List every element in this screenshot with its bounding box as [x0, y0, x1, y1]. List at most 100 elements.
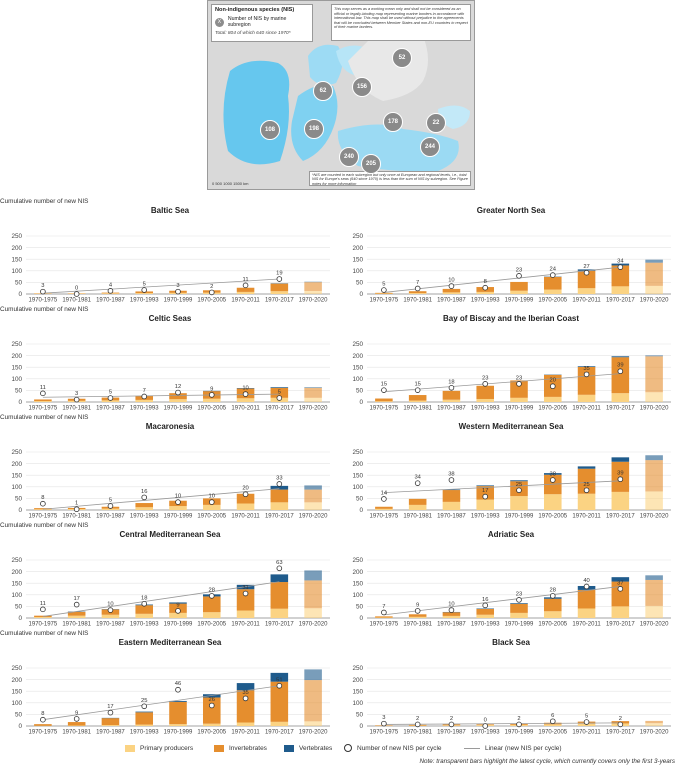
point-label: 39	[617, 363, 623, 369]
bar-segment	[304, 721, 322, 726]
map-badge: 244	[420, 137, 440, 157]
bar-segment	[34, 509, 52, 510]
point-label: 9	[210, 386, 213, 392]
trend-line	[42, 278, 280, 294]
new-nis-point	[381, 387, 387, 393]
x-tick-label: 1970-1975	[370, 514, 399, 520]
y-tick-label: 0	[359, 615, 363, 622]
point-label: 2	[210, 284, 213, 290]
new-nis-point	[381, 287, 387, 293]
x-tick-label: 1970-2011	[231, 730, 260, 736]
bar-segment	[375, 508, 393, 510]
x-tick-label: 1970-2017	[606, 730, 635, 736]
bar-segment	[270, 608, 289, 618]
x-tick-label: 1970-1981	[403, 622, 432, 628]
bar-segment	[135, 711, 154, 713]
bar-segment	[304, 489, 322, 503]
x-tick-label: 1970-2011	[231, 406, 260, 412]
bar-segment	[510, 290, 528, 294]
y-tick-label: 50	[15, 388, 23, 395]
bar-segment	[408, 614, 427, 617]
bar-segment	[34, 399, 52, 402]
legend-vertebrates: Vertebrates	[284, 742, 332, 754]
x-tick-label: 1970-1993	[471, 406, 500, 412]
bar-segment	[645, 720, 663, 724]
new-nis-point	[549, 477, 556, 483]
bar-segment	[577, 366, 596, 367]
new-nis-point	[175, 608, 181, 614]
bar-segment	[304, 669, 322, 681]
map-badge: 52	[392, 48, 412, 68]
y-tick-label: 0	[18, 723, 22, 730]
bar-segment	[236, 683, 255, 691]
new-nis-point	[242, 282, 249, 289]
chart-svg: 0 50 100 150 200 250 1970-1975 1970-1981 1970-19…	[11, 341, 330, 412]
bar-segment	[510, 380, 528, 398]
point-label: 18	[141, 595, 147, 601]
bar-segment	[169, 701, 187, 725]
point-label: 15	[381, 382, 387, 388]
x-tick-label: 1970-2005	[197, 730, 226, 736]
bar-segment	[304, 282, 322, 291]
x-tick-label: 1970-1999	[505, 514, 534, 520]
celtic-region	[308, 44, 343, 85]
bar-segment	[408, 395, 427, 401]
map-badge: 198	[304, 119, 324, 139]
new-nis-point	[208, 392, 215, 398]
bar-segment	[67, 611, 86, 616]
bar-segment	[101, 725, 120, 726]
y-tick-label: 100	[352, 484, 363, 491]
x-tick-label: 1970-1987	[437, 730, 466, 736]
x-tick-label: 1970-1999	[164, 406, 193, 412]
chart-svg: 0 50 100 150 200 250 1970-1975 1970-1981 1970-19…	[11, 665, 330, 736]
bar-segment	[270, 672, 289, 682]
bar-segment	[645, 723, 663, 726]
x-tick-label: 1970-1981	[62, 730, 91, 736]
bar-segment	[304, 608, 322, 618]
y-tick-label: 200	[352, 353, 363, 360]
bar-segment	[101, 614, 120, 618]
x-tick-label: 1970-1981	[403, 298, 432, 304]
x-tick-label: 1970-1975	[29, 730, 58, 736]
point-label: 5	[143, 282, 146, 288]
bar-segment	[236, 493, 255, 504]
y-tick-label: 100	[352, 268, 363, 275]
new-nis-point	[414, 387, 421, 393]
bar-segment	[408, 616, 427, 618]
new-nis-point	[175, 389, 181, 396]
trend-line	[42, 581, 280, 617]
bar-segment	[67, 722, 86, 726]
bar-segment	[375, 506, 393, 509]
y-tick-label: 200	[11, 245, 22, 252]
point-label: 38	[448, 472, 454, 478]
bar-segment	[645, 455, 663, 461]
y-tick-label: 250	[352, 341, 363, 348]
new-nis-point	[516, 597, 522, 603]
y-tick-label: 0	[18, 615, 22, 622]
chart-title: Central Mediterranean Sea	[119, 530, 221, 539]
new-nis-point	[549, 593, 556, 599]
new-nis-point	[40, 716, 46, 723]
x-tick-label: 1970-1981	[62, 622, 91, 628]
point-label: 5	[585, 714, 588, 720]
new-nis-point	[617, 476, 624, 483]
x-tick-label: 1970-2017	[265, 298, 294, 304]
x-tick-label: 1970-1981	[62, 514, 91, 520]
point-label: 10	[175, 494, 181, 500]
trend-line	[383, 586, 621, 616]
bar-segment	[577, 270, 596, 289]
x-tick-label: 1970-1999	[164, 298, 193, 304]
bar-segment	[236, 287, 255, 292]
bar-segment	[34, 617, 52, 618]
trend-line	[42, 488, 280, 510]
x-tick-label: 1970-2017	[265, 730, 294, 736]
chart-panel: Black Sea 0 50 100 150 200 250 1970-1975 1970-19…	[341, 630, 681, 738]
x-tick-label: 1970-2005	[538, 298, 567, 304]
new-nis-point	[583, 371, 590, 378]
point-label: 23	[482, 375, 488, 381]
bar-segment	[577, 366, 596, 395]
y-tick-label: 50	[15, 280, 23, 287]
new-nis-point	[73, 396, 80, 403]
bar-segment	[577, 468, 596, 494]
legend-point-marker	[344, 744, 352, 752]
